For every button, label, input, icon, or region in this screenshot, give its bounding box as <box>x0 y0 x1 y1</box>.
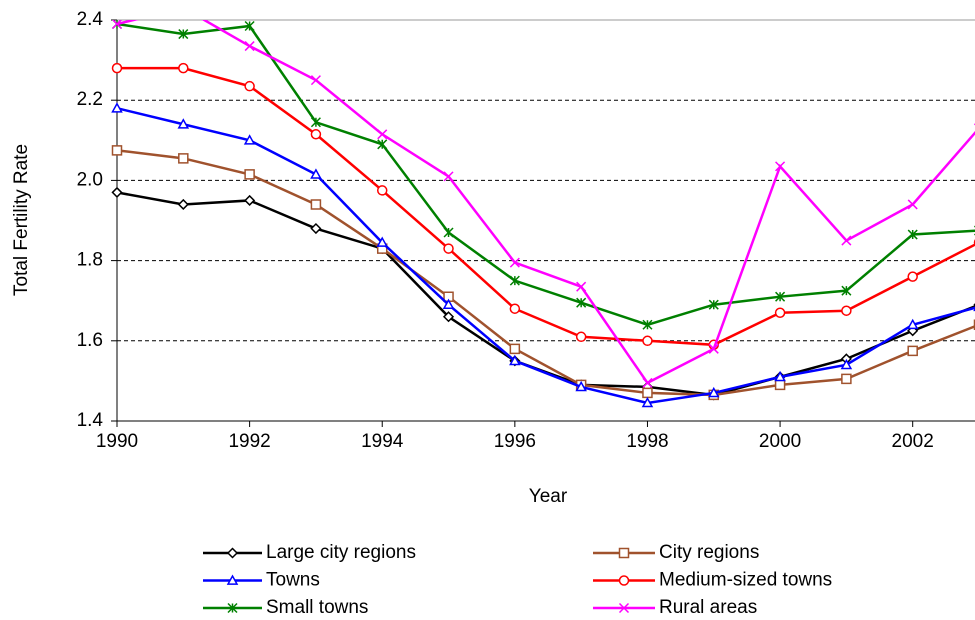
data-point <box>443 171 454 182</box>
data-point <box>310 222 322 235</box>
data-point <box>177 198 189 211</box>
legend-label: Medium-sized towns <box>659 570 832 591</box>
data-point <box>377 129 388 140</box>
data-point <box>443 243 454 254</box>
data-point <box>310 168 322 179</box>
series-line <box>116 149 975 397</box>
data-point <box>178 62 189 74</box>
data-point <box>707 386 720 398</box>
data-point <box>509 343 521 355</box>
data-point <box>443 291 454 302</box>
x-tick-label: 1990 <box>96 431 138 452</box>
x-tick-label: 2002 <box>892 431 934 452</box>
data-point <box>377 139 388 150</box>
data-point <box>310 199 322 210</box>
legend-label: City regions <box>659 542 759 563</box>
data-point <box>509 275 520 286</box>
series-line <box>116 20 975 385</box>
series-line <box>117 66 975 347</box>
legend-marker <box>618 547 630 559</box>
data-point <box>841 305 852 316</box>
data-point <box>641 396 654 408</box>
x-axis-title: Year <box>529 486 568 507</box>
legend-label: Towns <box>266 570 320 591</box>
data-point <box>111 145 123 156</box>
data-point <box>642 387 653 399</box>
x-tick-label: 2000 <box>759 431 801 452</box>
legend-label: Large city regions <box>266 542 416 563</box>
data-point <box>443 227 454 238</box>
data-point <box>177 118 190 129</box>
data-point <box>576 281 587 292</box>
x-tick-label: 1996 <box>494 431 536 452</box>
data-point <box>179 3 188 12</box>
data-point <box>178 29 189 40</box>
data-point <box>840 358 853 370</box>
y-tick-label: 1.6 <box>77 330 103 351</box>
data-point <box>376 236 389 247</box>
data-point <box>310 75 321 86</box>
y-tick-label: 1.4 <box>77 410 104 431</box>
data-point <box>509 303 521 314</box>
y-tick-label: 2.2 <box>77 89 103 110</box>
data-point <box>907 229 918 240</box>
data-point <box>775 161 786 172</box>
legend-label: Rural areas <box>659 597 757 618</box>
data-point <box>111 186 123 198</box>
data-point <box>642 377 653 388</box>
data-point <box>442 311 455 323</box>
x-tick-label: 1998 <box>626 431 668 452</box>
data-point <box>642 319 653 330</box>
data-point <box>575 331 587 343</box>
data-point <box>509 257 520 268</box>
data-point <box>907 199 918 210</box>
legend-label: Small towns <box>266 597 368 618</box>
data-point <box>310 117 321 128</box>
legend-marker <box>226 574 239 585</box>
data-point <box>841 285 852 296</box>
data-point <box>244 41 255 52</box>
series-line <box>116 22 975 327</box>
data-point <box>642 335 653 347</box>
data-point <box>509 354 521 366</box>
data-point <box>774 370 786 382</box>
data-point <box>774 307 786 318</box>
data-point <box>111 20 123 30</box>
legend-marker <box>227 602 238 614</box>
y-axis-title: Total Fertility Rate <box>11 144 32 296</box>
data-point <box>575 380 587 392</box>
series-line <box>116 107 975 405</box>
data-point <box>907 271 918 282</box>
y-tick-label: 1.8 <box>77 250 103 271</box>
data-point <box>178 153 189 164</box>
data-point <box>244 20 255 32</box>
data-point <box>244 80 255 92</box>
x-tick-label: 1992 <box>228 431 270 452</box>
data-point <box>708 299 719 310</box>
data-point <box>774 379 786 391</box>
data-point <box>244 194 256 207</box>
data-point <box>906 318 919 330</box>
data-point <box>243 134 256 145</box>
y-tick-label: 2.4 <box>77 9 104 30</box>
data-point <box>576 297 587 308</box>
data-point <box>841 235 852 246</box>
data-point <box>111 62 123 74</box>
plot-area <box>111 3 975 408</box>
data-point <box>310 129 322 140</box>
y-tick-label: 2.0 <box>77 169 103 190</box>
data-point <box>376 185 388 196</box>
legend-marker <box>618 602 630 614</box>
x-tick-label: 1994 <box>361 431 404 452</box>
data-point <box>907 345 918 357</box>
legend-marker <box>226 547 239 559</box>
data-point <box>708 343 719 354</box>
data-point <box>775 291 786 302</box>
data-point <box>244 169 255 180</box>
data-point <box>841 373 852 385</box>
legend-marker <box>618 575 630 586</box>
data-point <box>111 102 123 113</box>
data-point <box>442 298 455 310</box>
